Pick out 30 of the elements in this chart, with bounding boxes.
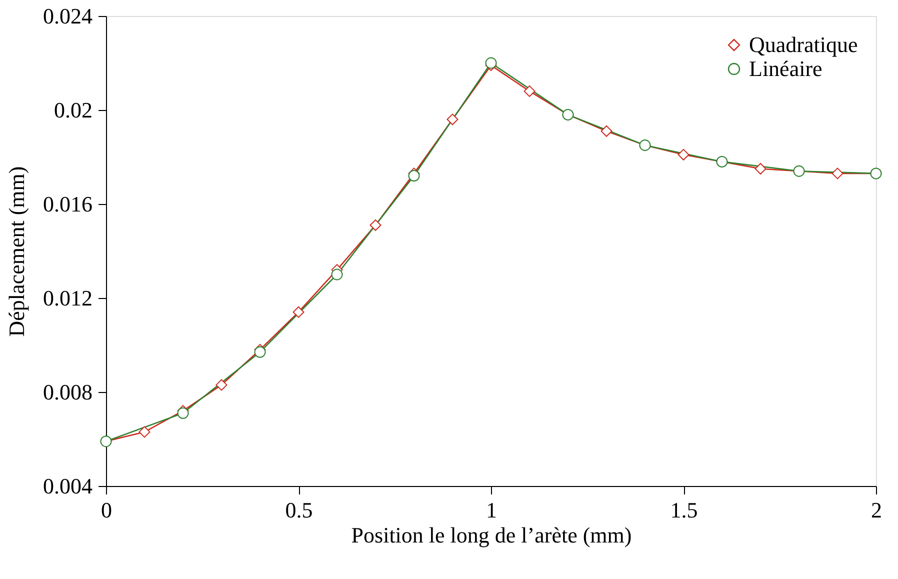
y-tick-label: 0.008 bbox=[43, 380, 92, 404]
y-tick-label: 0.02 bbox=[54, 98, 92, 122]
point bbox=[754, 163, 766, 174]
point bbox=[678, 148, 690, 160]
point bbox=[485, 57, 497, 69]
point bbox=[331, 268, 343, 280]
y-tick-label: 0.016 bbox=[43, 192, 92, 216]
point bbox=[216, 379, 228, 391]
x-tick-label: 1.5 bbox=[670, 498, 698, 522]
point bbox=[292, 306, 304, 318]
point bbox=[408, 170, 420, 182]
y-tick-label: 0.024 bbox=[43, 4, 92, 28]
x-tick-label: 2 bbox=[871, 498, 882, 522]
point bbox=[524, 85, 536, 97]
point bbox=[600, 125, 612, 137]
y-axis-title: Déplacement (mm) bbox=[4, 166, 29, 337]
legend-label: Linéaire bbox=[749, 56, 822, 81]
point bbox=[370, 219, 382, 231]
point bbox=[832, 168, 844, 180]
point bbox=[138, 426, 150, 438]
x-tick-label: 1 bbox=[486, 498, 497, 522]
point bbox=[177, 407, 189, 419]
y-tick-label: 0.004 bbox=[43, 474, 92, 498]
x-tick-label: 0 bbox=[101, 498, 112, 522]
legend-label: Quadratique bbox=[749, 32, 858, 57]
point bbox=[254, 346, 266, 358]
y-tick-label: 0.012 bbox=[43, 286, 92, 310]
x-axis-title: Position le long de l’arète (mm) bbox=[351, 522, 632, 548]
x-tick-label: 0.5 bbox=[285, 498, 313, 522]
point bbox=[446, 114, 458, 126]
